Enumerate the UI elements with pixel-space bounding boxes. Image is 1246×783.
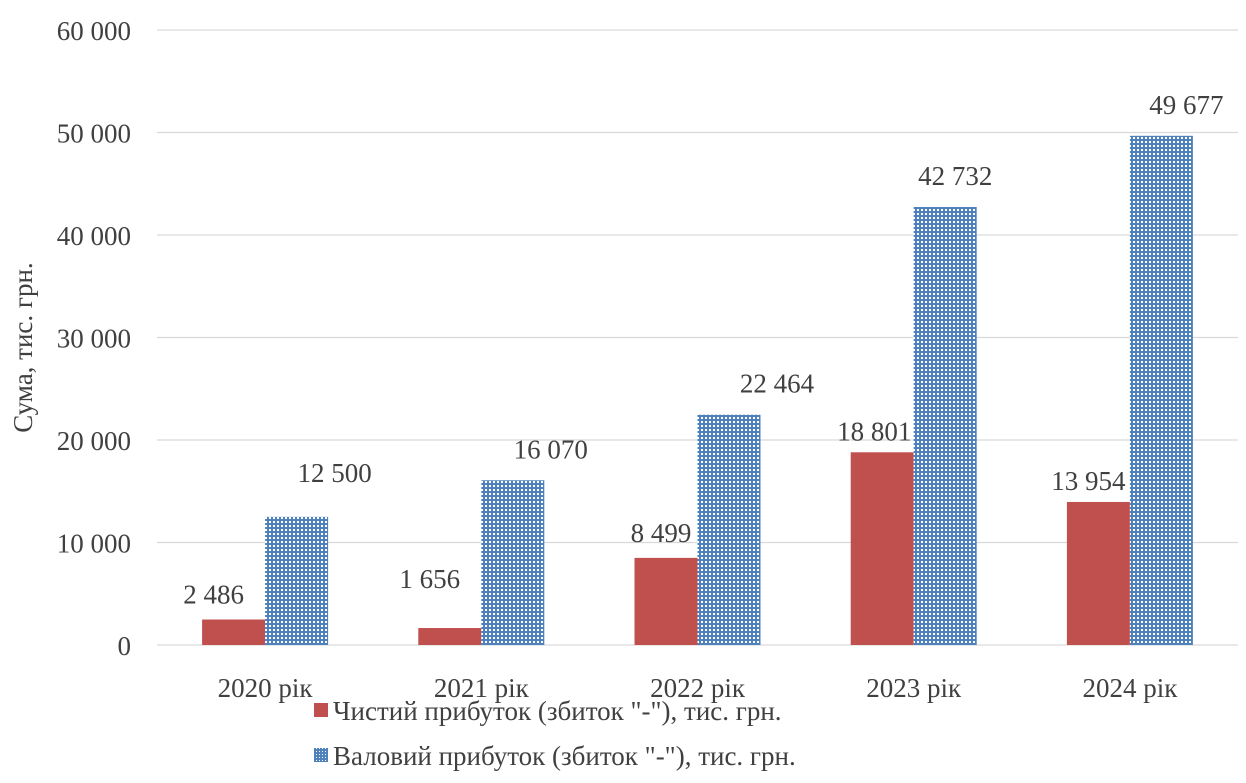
bar-gross-profit <box>913 206 977 645</box>
legend-swatch <box>314 748 328 762</box>
bars <box>202 135 1193 646</box>
y-tick-label: 40 000 <box>57 221 131 251</box>
legend-label: Валовий прибуток (збиток "-"), тис. грн. <box>333 741 796 771</box>
y-tick-label: 30 000 <box>57 324 131 354</box>
bar-gross-profit <box>481 480 545 645</box>
y-tick-label: 60 000 <box>57 16 131 46</box>
x-tick-label: 2020 рік <box>218 673 314 703</box>
data-label: 12 500 <box>297 458 371 488</box>
bar-gross-profit <box>1129 135 1193 646</box>
legend: Чистий прибуток (збиток "-"), тис. грн. В… <box>314 696 796 771</box>
y-tick-label: 10 000 <box>57 529 131 559</box>
y-tick-label: 0 <box>118 631 132 661</box>
legend-label: Чистий прибуток (збиток "-"), тис. грн. <box>333 696 782 726</box>
x-tick-label: 2024 рік <box>1082 673 1178 703</box>
bar-net-profit <box>202 619 266 645</box>
legend-swatch <box>314 703 328 717</box>
data-label: 2 486 <box>183 580 244 610</box>
data-label: 1 656 <box>399 564 460 594</box>
y-axis-label: Сума, тис. грн. <box>8 262 38 432</box>
x-tick-label: 2023 рік <box>866 673 962 703</box>
bar-net-profit <box>850 452 914 645</box>
data-label: 18 801 <box>837 416 911 446</box>
data-label: 42 732 <box>918 161 992 191</box>
bar-net-profit <box>634 557 698 645</box>
bar-gross-profit <box>697 414 761 645</box>
data-label: 13 954 <box>1051 466 1126 496</box>
x-tick-label: 2022 рік <box>650 673 746 703</box>
y-tick-label: 50 000 <box>57 119 131 149</box>
bar-net-profit <box>418 628 482 645</box>
bar-gross-profit <box>265 516 329 645</box>
data-label: 49 677 <box>1149 90 1223 120</box>
bar-net-profit <box>1066 501 1130 645</box>
y-tick-label: 20 000 <box>57 426 131 456</box>
y-axis-ticks: 0 10 000 20 000 30 000 40 000 50 000 60 000 <box>57 16 131 661</box>
x-axis-ticks: 2020 рік 2021 рік 2022 рік 2023 рік 2024 рік <box>218 673 1179 703</box>
data-label: 16 070 <box>514 434 588 464</box>
x-tick-label: 2021 рік <box>434 673 530 703</box>
data-labels: 2 486 12 500 1 656 16 070 8 499 22 464 18 801 4… <box>183 90 1223 610</box>
data-label: 8 499 <box>631 518 692 548</box>
data-label: 22 464 <box>740 369 815 399</box>
